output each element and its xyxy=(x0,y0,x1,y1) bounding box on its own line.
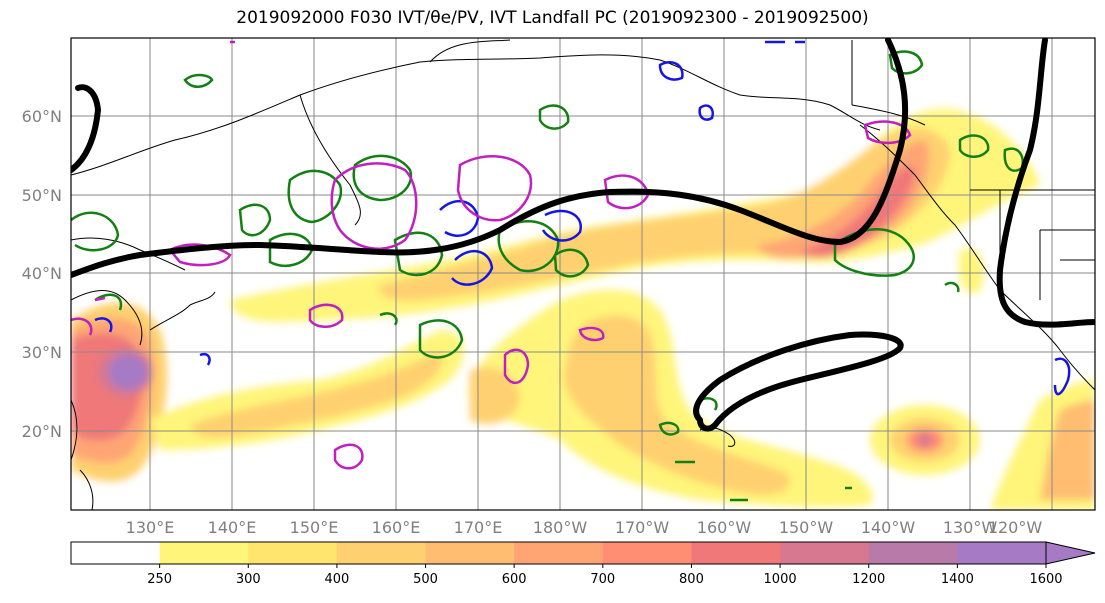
colorbar-segment xyxy=(159,542,249,564)
lon-label-170w: 170°W xyxy=(615,518,670,537)
lon-label-130w: 130°W xyxy=(943,518,998,537)
colorbar-label: 1400 xyxy=(941,572,974,587)
colorbar-label: 400 xyxy=(324,572,349,587)
lat-label-50: 50°N xyxy=(22,186,62,205)
colorbar-segment xyxy=(71,542,161,564)
lon-label-150w: 150°W xyxy=(779,518,834,537)
map-area xyxy=(71,38,1095,510)
colorbar-segments xyxy=(71,542,1047,564)
lat-label-40: 40°N xyxy=(22,264,62,283)
colorbar-label: 1600 xyxy=(1029,572,1062,587)
lon-label-160e: 160°E xyxy=(372,518,421,537)
colorbar-label: 800 xyxy=(679,572,704,587)
pv-magenta-contours xyxy=(71,40,912,470)
colorbar-segment xyxy=(425,542,515,564)
figure-title: 2019092000 F030 IVT/θe/PV, IVT Landfall … xyxy=(236,8,869,28)
landfall-pc-contour xyxy=(71,38,1095,432)
pv-blue-contours xyxy=(94,40,1071,396)
colorbar-label: 1200 xyxy=(852,572,885,587)
lon-label-140w: 140°W xyxy=(861,518,916,537)
colorbar: 250 300 400 500 600 700 800 1000 1200 1400 1600 xyxy=(70,541,1096,587)
lon-label-180w: 180°W xyxy=(533,518,588,537)
lon-tick-labels: 130°E 140°E 150°E 160°E 170°E 180°W 170°… xyxy=(126,518,1043,537)
colorbar-segment xyxy=(602,542,692,564)
colorbar-label: 300 xyxy=(236,572,261,587)
colorbar-segment xyxy=(957,542,1047,564)
lat-label-30: 30°N xyxy=(22,343,62,362)
colorbar-segment xyxy=(780,542,870,564)
colorbar-extend-arrow xyxy=(1045,541,1096,565)
theta-e-contours xyxy=(71,50,1070,502)
colorbar-frame xyxy=(70,541,1047,565)
lat-tick-labels: 20°N 30°N 40°N 50°N 60°N xyxy=(22,107,62,441)
lon-label-120w: 120°W xyxy=(988,518,1043,537)
colorbar-label: 600 xyxy=(502,572,527,587)
lon-label-130e: 130°E xyxy=(126,518,175,537)
lon-label-170e: 170°E xyxy=(454,518,503,537)
colorbar-segment xyxy=(336,542,427,564)
lat-label-60: 60°N xyxy=(22,107,62,126)
colorbar-segment xyxy=(248,542,338,564)
lon-label-140e: 140°E xyxy=(208,518,257,537)
lon-label-160w: 160°W xyxy=(697,518,752,537)
colorbar-label: 250 xyxy=(147,572,172,587)
colorbar-segment xyxy=(514,542,604,564)
colorbar-label: 700 xyxy=(590,572,615,587)
colorbar-segment xyxy=(691,542,781,564)
colorbar-segment xyxy=(868,542,958,564)
colorbar-labels: 250 300 400 500 600 700 800 1000 1200 1400 1600 xyxy=(147,564,1063,587)
map-frame xyxy=(70,37,1096,511)
lat-label-20: 20°N xyxy=(22,422,62,441)
colorbar-label: 1000 xyxy=(764,572,797,587)
colorbar-label: 500 xyxy=(413,572,438,587)
lon-label-150e: 150°E xyxy=(290,518,339,537)
ivt-shading xyxy=(71,108,1095,510)
